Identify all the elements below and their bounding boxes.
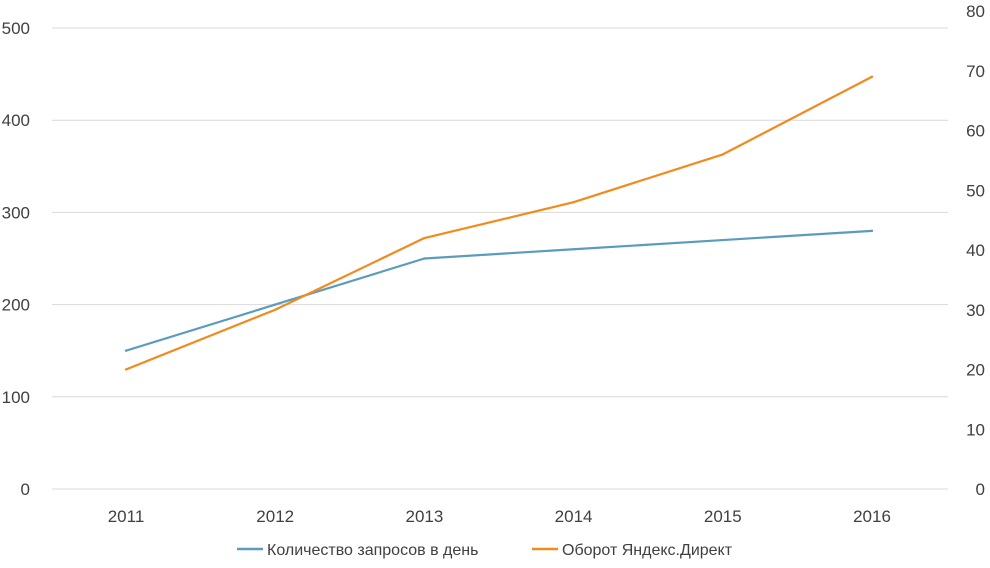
x-axis: 2011 2012 2013 2014 2015 2016 xyxy=(108,507,891,526)
left-tick-label: 500 xyxy=(2,19,30,38)
left-y-axis: 0 100 200 300 400 500 xyxy=(2,19,30,499)
right-tick-label: 80 xyxy=(966,2,985,21)
x-tick-label: 2013 xyxy=(405,507,443,526)
left-tick-label: 0 xyxy=(21,480,30,499)
right-tick-label: 50 xyxy=(966,181,985,200)
x-tick-label: 2016 xyxy=(853,507,891,526)
x-tick-label: 2012 xyxy=(256,507,294,526)
gridlines xyxy=(52,27,948,490)
point-turnover-2011 xyxy=(124,368,128,371)
point-turnover-2015 xyxy=(721,153,724,156)
right-tick-label: 0 xyxy=(976,480,985,499)
series-line-turnover xyxy=(125,75,873,371)
point-requests-2015 xyxy=(721,238,724,242)
legend: Количество запросов в день Оборот Яндекс… xyxy=(237,542,733,559)
right-tick-label: 70 xyxy=(966,62,985,81)
x-tick-label: 2015 xyxy=(704,507,742,526)
series-lines xyxy=(124,75,874,371)
point-requests-2013 xyxy=(423,257,426,260)
x-tick-label: 2011 xyxy=(108,507,145,526)
right-tick-label: 30 xyxy=(966,301,985,320)
point-turnover-2013 xyxy=(423,236,426,240)
point-turnover-2016 xyxy=(870,75,874,78)
right-tick-label: 20 xyxy=(966,361,985,380)
right-tick-label: 40 xyxy=(966,241,985,260)
point-requests-2014 xyxy=(572,248,575,251)
point-requests-2011 xyxy=(124,349,128,352)
left-tick-label: 200 xyxy=(2,296,30,315)
left-tick-label: 400 xyxy=(2,111,30,130)
legend-label-turnover: Оборот Яндекс.Директ xyxy=(562,542,733,559)
legend-label-requests: Количество запросов в день xyxy=(267,542,478,559)
right-tick-label: 10 xyxy=(966,420,985,439)
right-tick-label: 60 xyxy=(966,122,985,141)
right-y-axis: 0 10 20 30 40 50 60 70 80 xyxy=(966,2,985,499)
series-line-requests xyxy=(125,229,873,352)
point-turnover-2012 xyxy=(274,308,277,311)
x-tick-label: 2014 xyxy=(555,507,593,526)
left-tick-label: 100 xyxy=(2,388,30,407)
point-turnover-2014 xyxy=(572,201,575,204)
point-requests-2012 xyxy=(274,303,277,306)
left-tick-label: 300 xyxy=(2,203,30,222)
point-requests-2016 xyxy=(870,229,874,233)
